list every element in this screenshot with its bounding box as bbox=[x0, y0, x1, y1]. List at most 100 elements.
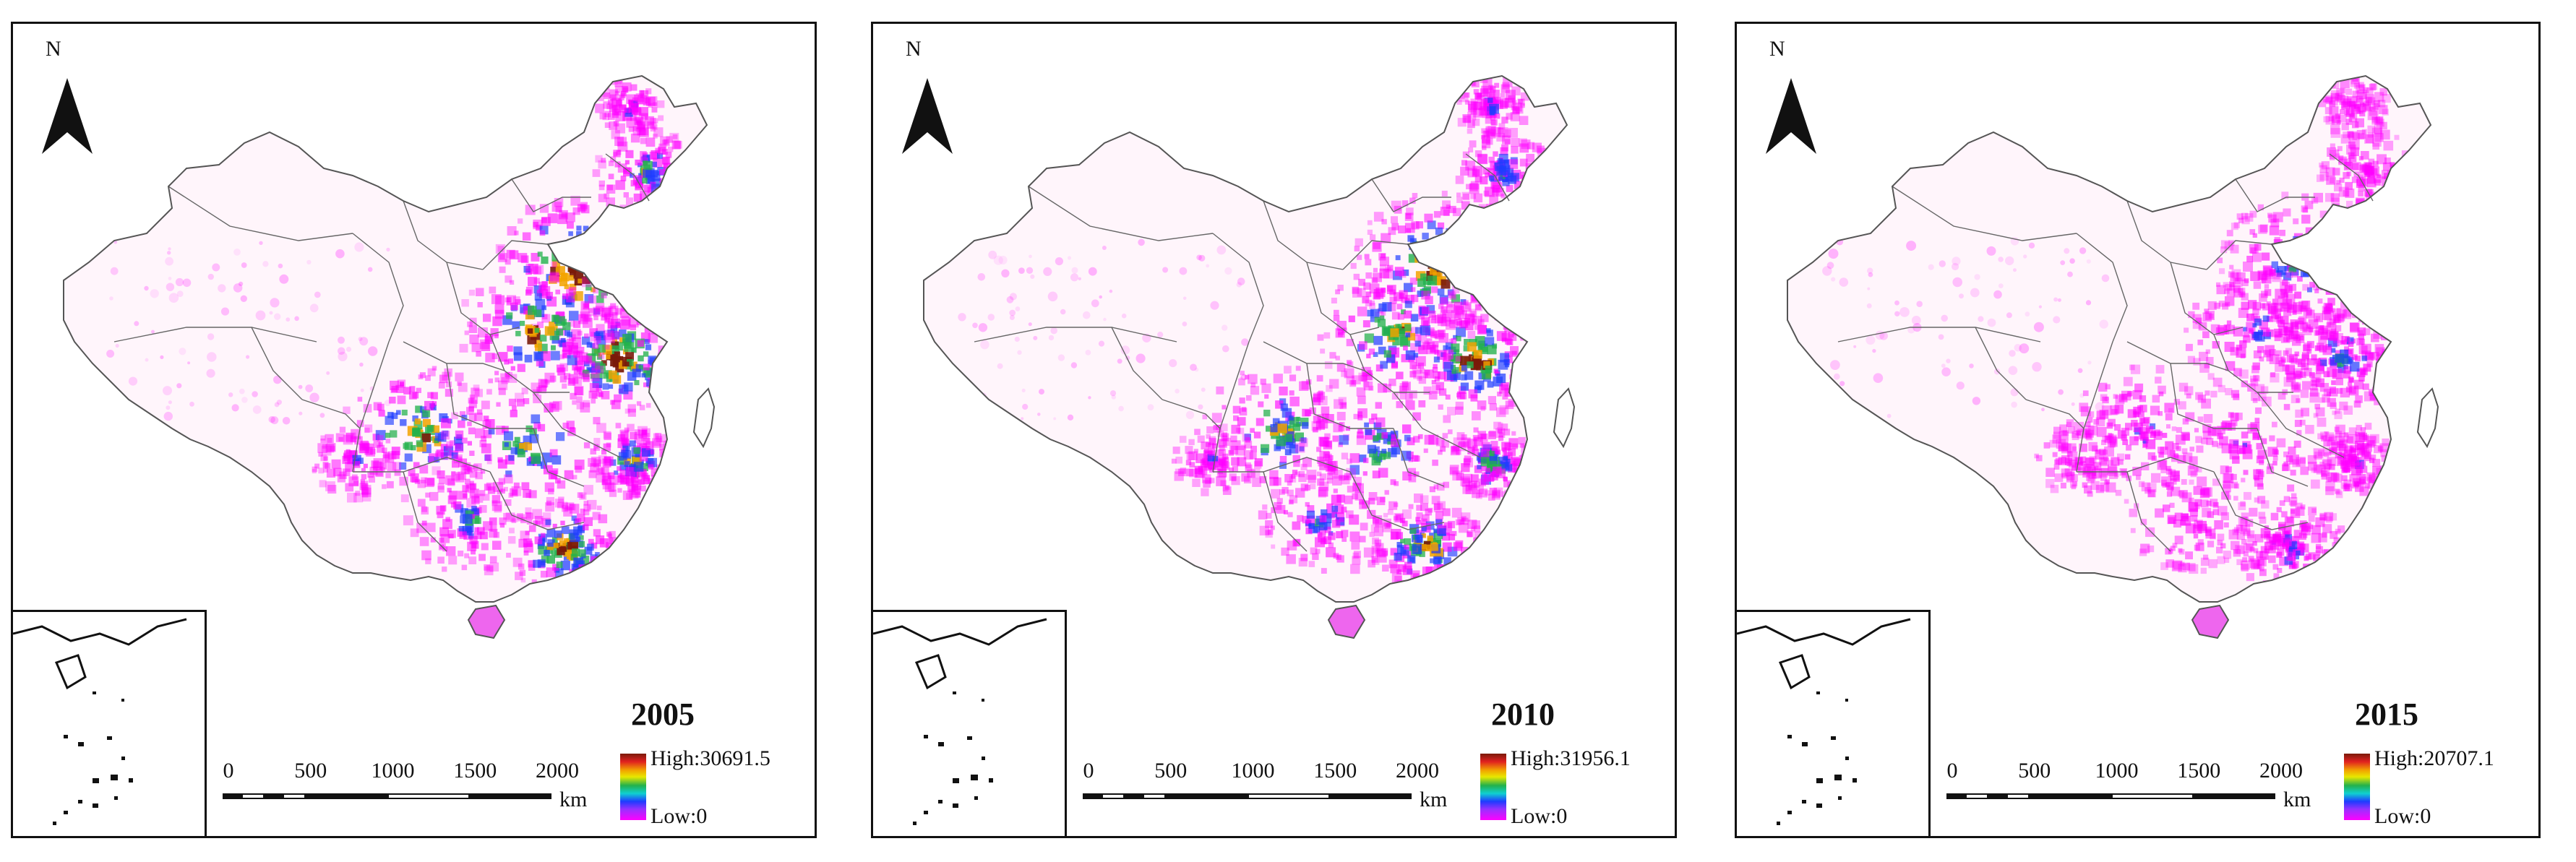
south-china-sea-inset bbox=[873, 610, 1067, 836]
province-boundary bbox=[2235, 178, 2315, 212]
country-outline bbox=[63, 74, 708, 603]
scale-tick-label: 500 bbox=[294, 759, 327, 783]
province-boundary bbox=[1892, 186, 2077, 241]
scale-bar-line bbox=[1946, 793, 2275, 799]
province-boundary bbox=[1393, 428, 1445, 487]
province-boundary bbox=[533, 428, 585, 487]
province-boundary bbox=[2025, 399, 2085, 429]
scale-bar-segment bbox=[1249, 795, 1328, 798]
hainan-island bbox=[1327, 604, 1366, 639]
map-panel-2015: N 2015 High:20707.1 Low:0 0 500 1000 1500 2000 km bbox=[1735, 22, 2541, 838]
scale-unit-label: km bbox=[1420, 788, 1448, 811]
province-boundary bbox=[1111, 327, 1163, 400]
scale-bar: 0 500 1000 1500 2000 km bbox=[223, 759, 627, 836]
province-boundary bbox=[1263, 471, 1308, 552]
china-map bbox=[63, 74, 716, 639]
scale-bar-line bbox=[223, 793, 551, 799]
province-boundary bbox=[2076, 233, 2128, 342]
china-map bbox=[923, 74, 1576, 639]
scale-bar-segment bbox=[284, 795, 304, 798]
province-boundary bbox=[974, 327, 1177, 342]
north-arrow-icon bbox=[42, 78, 93, 154]
province-boundary bbox=[2206, 240, 2272, 270]
scale-tick-label: 0 bbox=[1083, 759, 1094, 783]
north-arrow-icon bbox=[902, 78, 953, 154]
province-boundary bbox=[1212, 233, 1264, 342]
taiwan-island bbox=[692, 387, 716, 449]
north-label: N bbox=[46, 37, 61, 61]
legend-color-ramp bbox=[1480, 754, 1506, 820]
scale-tick-label: 2000 bbox=[2259, 759, 2303, 783]
province-boundary bbox=[1263, 200, 1344, 270]
scale-unit-label: km bbox=[2283, 788, 2311, 811]
province-boundary bbox=[1306, 363, 1394, 429]
legend-low-label: Low:0 bbox=[651, 804, 708, 828]
scale-tick-label: 1500 bbox=[453, 759, 497, 783]
scale-tick-label: 1000 bbox=[371, 759, 415, 783]
scale-unit-label: km bbox=[559, 788, 588, 811]
scale-tick-label: 1000 bbox=[1231, 759, 1275, 783]
province-boundary bbox=[403, 341, 505, 371]
scale-tick-label: 2000 bbox=[536, 759, 579, 783]
north-label: N bbox=[1769, 37, 1785, 61]
south-china-sea-inset bbox=[13, 610, 207, 836]
inset-map bbox=[1737, 618, 1911, 825]
province-boundary bbox=[489, 471, 585, 530]
china-map bbox=[1787, 74, 2439, 639]
province-boundary bbox=[1393, 392, 1481, 458]
province-boundary bbox=[403, 200, 484, 270]
scale-tick-label: 1500 bbox=[2177, 759, 2221, 783]
scale-bar-segment bbox=[2008, 795, 2028, 798]
province-boundary bbox=[1465, 153, 1510, 202]
inset-map bbox=[13, 618, 187, 825]
scale-tick-label: 1000 bbox=[2095, 759, 2139, 783]
taiwan-island bbox=[2416, 387, 2439, 449]
province-boundary bbox=[251, 327, 303, 400]
province-boundary bbox=[353, 457, 491, 473]
province-boundary bbox=[2170, 363, 2257, 429]
province-boundary bbox=[168, 186, 353, 241]
hainan-island bbox=[467, 604, 506, 639]
legend-high-label: High:30691.5 bbox=[651, 746, 770, 770]
province-boundary bbox=[2076, 341, 2113, 473]
scale-bar-segment bbox=[389, 795, 468, 798]
scale-bar-segment bbox=[2113, 795, 2192, 798]
province-boundary bbox=[2077, 457, 2215, 473]
province-boundary bbox=[511, 178, 591, 212]
scale-tick-label: 2000 bbox=[1396, 759, 1439, 783]
province-boundary bbox=[533, 392, 621, 458]
province-boundary bbox=[446, 262, 520, 335]
province-boundary bbox=[446, 363, 533, 429]
province-boundary bbox=[1342, 240, 1409, 270]
scale-tick-label: 0 bbox=[1946, 759, 1958, 783]
legend-color-ramp bbox=[620, 754, 646, 820]
province-boundary bbox=[2257, 428, 2309, 487]
province-boundary bbox=[113, 327, 317, 342]
legend-color-ramp bbox=[2344, 754, 2370, 820]
scale-bar: 0 500 1000 1500 2000 km bbox=[1946, 759, 2351, 836]
legend-high-label: High:20707.1 bbox=[2374, 746, 2494, 770]
province-boundary bbox=[605, 153, 650, 202]
province-boundary bbox=[1028, 186, 1214, 241]
north-label: N bbox=[906, 37, 922, 61]
country-fill bbox=[924, 76, 1567, 602]
province-boundary bbox=[1306, 262, 1380, 335]
province-boundary bbox=[1349, 471, 1445, 530]
province-boundary bbox=[2126, 471, 2171, 552]
province-boundary bbox=[1975, 327, 2027, 400]
north-arrow-icon bbox=[1766, 78, 1816, 154]
scale-bar: 0 500 1000 1500 2000 km bbox=[1083, 759, 1487, 836]
province-boundary bbox=[1371, 178, 1451, 212]
year-label: 2005 bbox=[631, 697, 695, 732]
map-panel-2010: N 2010 High:31956.1 Low:0 0 500 1000 1500 2000 km bbox=[871, 22, 1677, 838]
scale-bar-line bbox=[1083, 793, 1412, 799]
province-boundary bbox=[1213, 457, 1351, 473]
province-boundary bbox=[403, 471, 447, 552]
province-boundary bbox=[1212, 341, 1250, 473]
scale-tick-label: 500 bbox=[1154, 759, 1188, 783]
country-outline bbox=[923, 74, 1568, 603]
legend-high-label: High:31956.1 bbox=[1511, 746, 1631, 770]
scale-tick-label: 1500 bbox=[1313, 759, 1357, 783]
province-boundary bbox=[2213, 471, 2309, 530]
province-boundary bbox=[352, 233, 404, 342]
